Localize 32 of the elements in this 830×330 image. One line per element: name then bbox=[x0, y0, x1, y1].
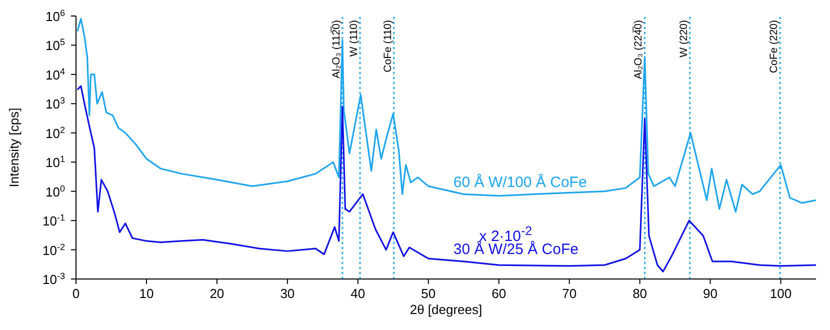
ref-line-label: CoFe (110) bbox=[382, 20, 394, 72]
line-series bbox=[76, 85, 816, 272]
x-tick-label: 60 bbox=[492, 286, 506, 301]
x-tick-label: 90 bbox=[703, 286, 718, 301]
x-tick-label: 0 bbox=[72, 286, 80, 301]
x-tick-label: 10 bbox=[139, 286, 154, 301]
x-tick-label: 50 bbox=[421, 286, 436, 301]
ref-line-label: W (220) bbox=[678, 20, 690, 58]
y-axis-title: Intensity [cps] bbox=[6, 108, 22, 188]
x-tick-label: 30 bbox=[280, 286, 295, 301]
series-label: 30 Å W/25 Å CoFe bbox=[453, 240, 578, 258]
ref-line-label: Al₂O₃ (112̅0) bbox=[330, 20, 342, 78]
y-tick-label: 10$^{1}$ bbox=[46, 154, 65, 170]
y-tick-label: 10$^{0}$ bbox=[46, 183, 65, 200]
x-tick-label: 100 bbox=[770, 286, 792, 301]
x-axis-title: 2θ [degrees] bbox=[410, 302, 482, 317]
x-tick-label: 70 bbox=[562, 286, 577, 301]
y-tick-label: 10$^{-1}$ bbox=[42, 212, 65, 229]
y-tick-label: 10$^{5}$ bbox=[46, 37, 65, 54]
ref-line-label: Al₂O₃ (224̅0) bbox=[632, 20, 645, 80]
ref-line-label: CoFe (220) bbox=[768, 20, 780, 74]
y-tick-label: 10$^{3}$ bbox=[46, 96, 65, 112]
x-tick-label: 20 bbox=[210, 286, 224, 301]
y-tick-label: 10$^{6}$ bbox=[46, 8, 65, 24]
y-tick-label: 10$^{-2}$ bbox=[42, 242, 65, 258]
x-tick-label: 80 bbox=[632, 286, 648, 301]
y-tick-label: 10$^{-3}$ bbox=[42, 271, 65, 287]
y-tick-label: 10$^{4}$ bbox=[46, 66, 65, 82]
x-tick-label: 40 bbox=[350, 286, 366, 301]
series-label: 60 Å W/100 Å CoFe bbox=[453, 174, 587, 191]
ref-line-label: W (110) bbox=[348, 20, 360, 57]
y-tick-label: 10$^{2}$ bbox=[46, 124, 65, 141]
